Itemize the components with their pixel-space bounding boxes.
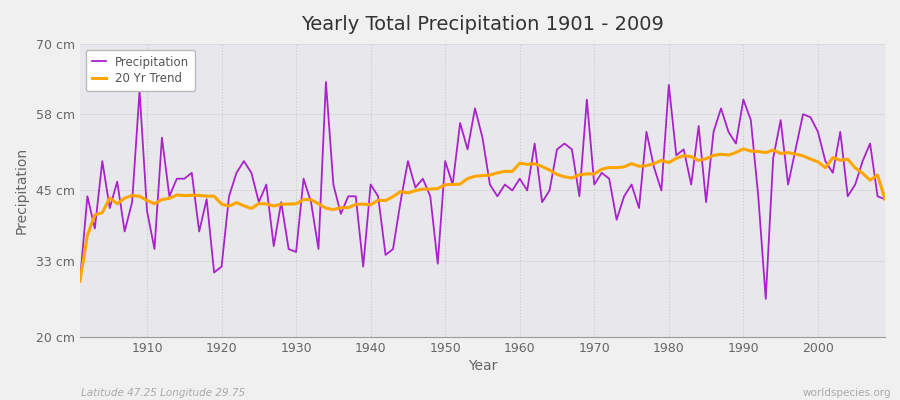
20 Yr Trend <box>507 169 517 174</box>
Precipitation <box>879 197 890 202</box>
Precipitation <box>134 88 145 93</box>
Text: Latitude 47.25 Longitude 29.75: Latitude 47.25 Longitude 29.75 <box>81 388 245 398</box>
Precipitation <box>760 296 771 301</box>
20 Yr Trend <box>75 279 86 284</box>
Legend: Precipitation, 20 Yr Trend: Precipitation, 20 Yr Trend <box>86 50 195 91</box>
20 Yr Trend <box>514 161 525 166</box>
Title: Yearly Total Precipitation 1901 - 2009: Yearly Total Precipitation 1901 - 2009 <box>301 15 664 34</box>
Y-axis label: Precipitation: Precipitation <box>15 147 29 234</box>
20 Yr Trend <box>604 165 615 170</box>
Precipitation <box>75 279 86 284</box>
20 Yr Trend <box>879 197 890 202</box>
Precipitation <box>298 176 309 181</box>
Text: worldspecies.org: worldspecies.org <box>803 388 891 398</box>
Line: Precipitation: Precipitation <box>80 82 885 299</box>
Precipitation <box>320 80 331 84</box>
20 Yr Trend <box>738 146 749 151</box>
20 Yr Trend <box>134 194 145 199</box>
Precipitation <box>522 188 533 193</box>
Line: 20 Yr Trend: 20 Yr Trend <box>80 149 885 281</box>
Precipitation <box>514 176 525 181</box>
20 Yr Trend <box>298 197 309 202</box>
Precipitation <box>350 194 361 199</box>
20 Yr Trend <box>343 205 354 210</box>
X-axis label: Year: Year <box>468 359 497 373</box>
Precipitation <box>611 217 622 222</box>
